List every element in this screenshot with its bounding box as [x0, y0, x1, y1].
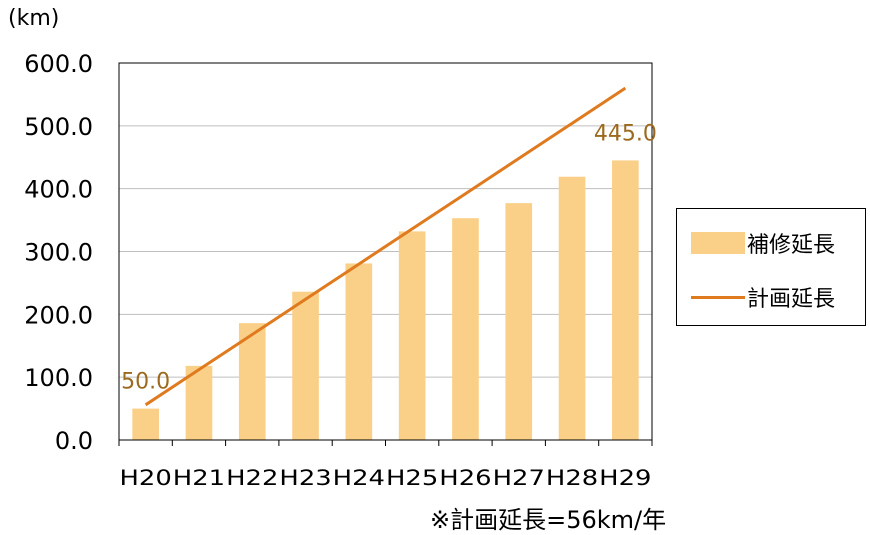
- data-label: 50.0: [121, 370, 170, 395]
- bar: [185, 365, 213, 440]
- footnote: ※計画延長=56km/年: [430, 506, 667, 534]
- y-tick-label: 400.0: [24, 176, 93, 204]
- y-tick-label: 200.0: [24, 301, 93, 329]
- bar: [505, 203, 533, 440]
- bar: [132, 408, 159, 440]
- plan-line: [144, 86, 627, 407]
- x-tick-label: H26: [439, 466, 491, 490]
- legend-swatch-bar: [691, 232, 745, 254]
- y-tick-label: 600.0: [24, 50, 93, 78]
- legend-label-bar: 補修延長: [747, 233, 836, 258]
- x-tick-label: H21: [173, 466, 225, 490]
- y-tick-labels: 0.0 100.0 200.0 300.0 400.0 500.0 600.0: [24, 50, 93, 455]
- x-tick-label: H29: [599, 466, 651, 490]
- bar: [452, 218, 479, 440]
- bar: [345, 263, 373, 440]
- data-labels: 50.0 445.0: [121, 121, 657, 394]
- x-tick-label: H27: [493, 466, 545, 490]
- legend-item-line: 計画延長: [691, 281, 835, 313]
- y-tick-label: 300.0: [24, 239, 93, 267]
- x-tick-label: H23: [279, 466, 331, 490]
- bar-series: [132, 160, 639, 440]
- axes: [118, 62, 653, 446]
- data-label: 445.0: [594, 121, 657, 146]
- x-tick-label: H22: [226, 466, 278, 490]
- line-series: [144, 86, 627, 407]
- y-axis-unit: (km): [8, 6, 60, 31]
- legend-item-bar: 補修延長: [691, 227, 835, 259]
- bar: [292, 291, 319, 440]
- bar: [612, 160, 639, 440]
- y-tick-label: 0.0: [55, 427, 93, 455]
- y-tick-label: 500.0: [24, 113, 93, 141]
- x-tick-label: H20: [120, 466, 172, 490]
- legend-label-line: 計画延長: [747, 287, 836, 312]
- bar: [558, 176, 586, 440]
- bar: [398, 231, 426, 440]
- legend: 補修延長 計画延長: [676, 208, 866, 326]
- legend-swatch-line: [691, 295, 745, 299]
- x-tick-label: H25: [386, 466, 438, 490]
- x-tick-label: H28: [546, 466, 598, 490]
- x-tick-labels: H20 H21 H22 H23 H24 H25 H26 H27 H28 H29: [120, 466, 652, 490]
- bar: [238, 323, 266, 440]
- x-tick-label: H24: [333, 466, 385, 490]
- y-tick-label: 100.0: [24, 364, 93, 392]
